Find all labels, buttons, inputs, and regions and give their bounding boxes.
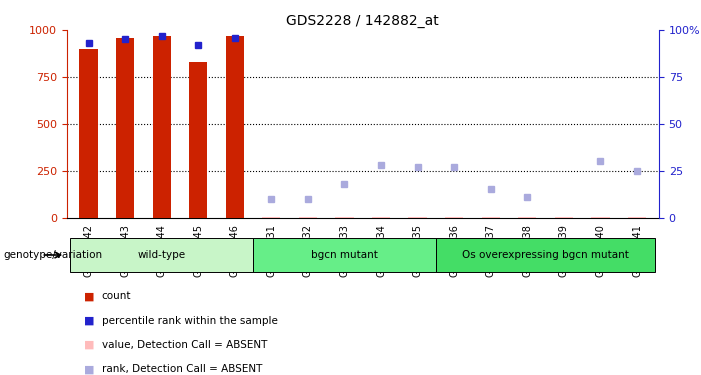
- Text: ■: ■: [84, 340, 95, 350]
- Text: wild-type: wild-type: [137, 250, 186, 260]
- Bar: [189, 62, 207, 217]
- Text: Os overexpressing bgcn mutant: Os overexpressing bgcn mutant: [462, 250, 629, 260]
- Bar: [226, 36, 244, 218]
- Bar: [153, 36, 171, 218]
- Text: genotype/variation: genotype/variation: [4, 250, 102, 260]
- Text: ■: ■: [84, 316, 95, 326]
- Bar: [79, 49, 97, 217]
- Text: ■: ■: [84, 291, 95, 301]
- Text: rank, Detection Call = ABSENT: rank, Detection Call = ABSENT: [102, 364, 262, 374]
- Text: bgcn mutant: bgcn mutant: [311, 250, 378, 260]
- Text: count: count: [102, 291, 131, 301]
- Title: GDS2228 / 142882_at: GDS2228 / 142882_at: [287, 13, 439, 28]
- Text: ■: ■: [84, 364, 95, 374]
- Bar: [436, 238, 655, 272]
- Text: percentile rank within the sample: percentile rank within the sample: [102, 316, 278, 326]
- Bar: [253, 238, 436, 272]
- Text: value, Detection Call = ABSENT: value, Detection Call = ABSENT: [102, 340, 267, 350]
- Bar: [116, 38, 134, 218]
- Bar: [70, 238, 253, 272]
